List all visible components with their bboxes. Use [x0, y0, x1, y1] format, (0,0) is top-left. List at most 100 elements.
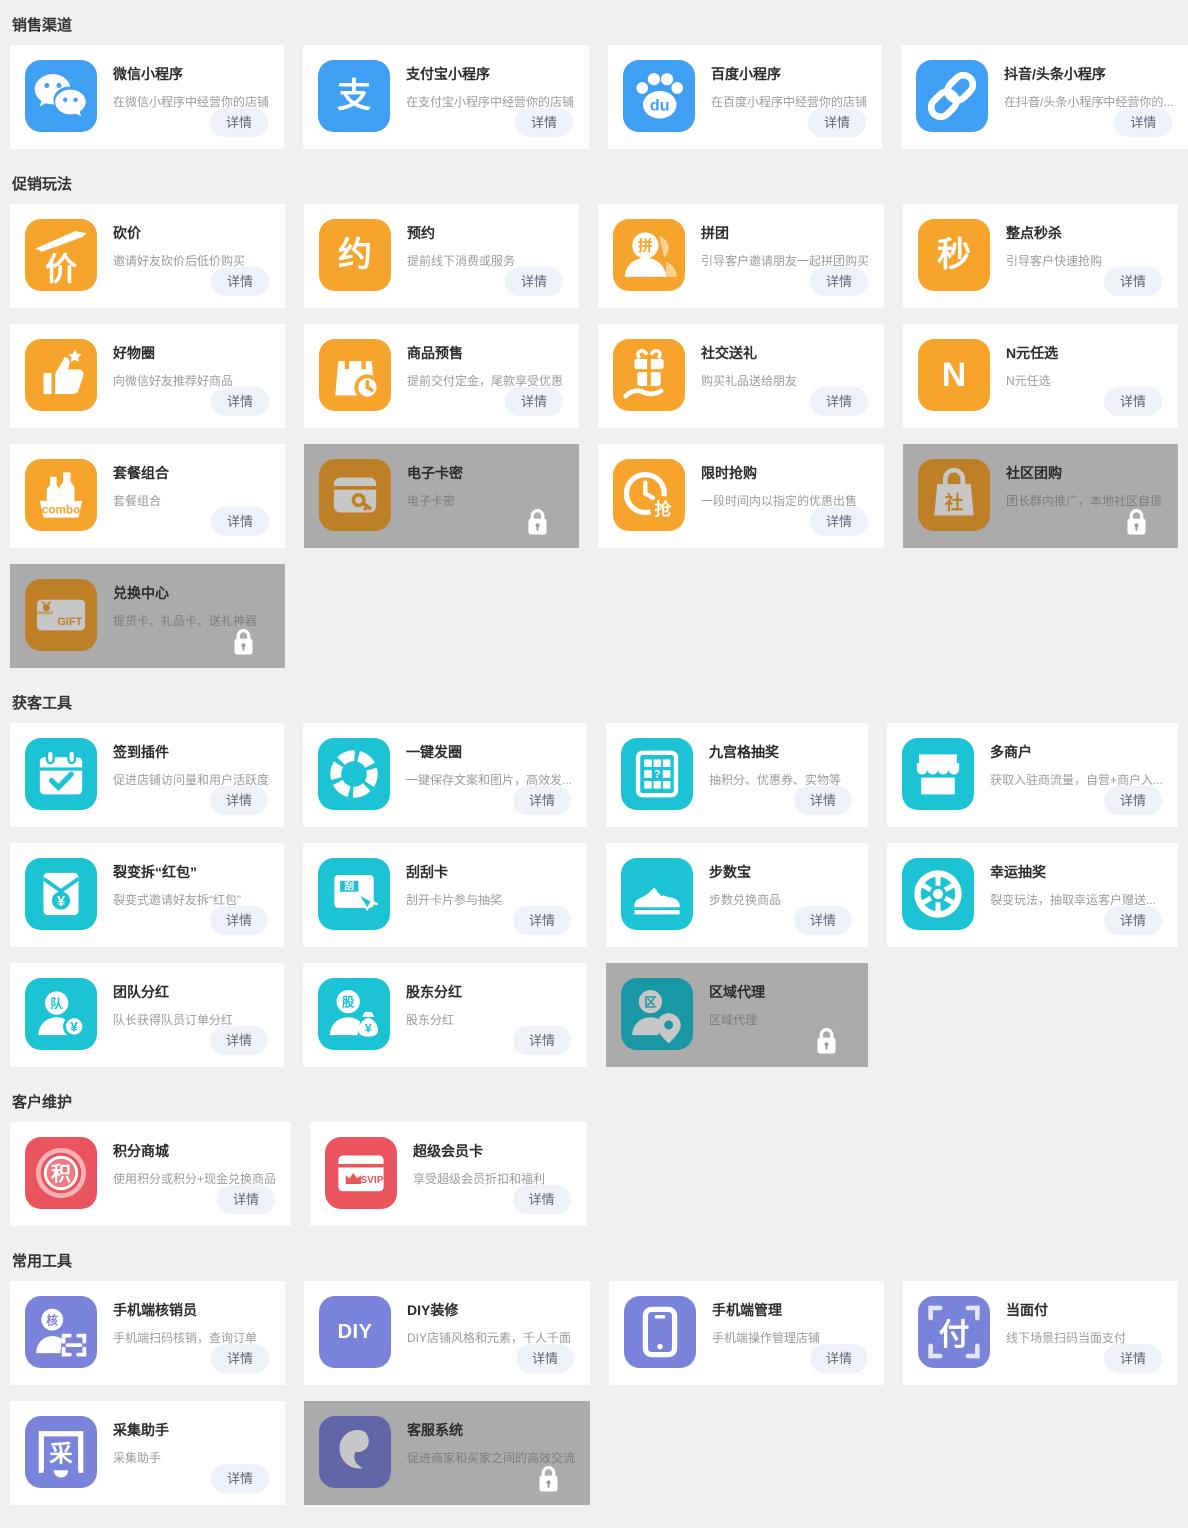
- details-button[interactable]: 详情: [793, 786, 852, 815]
- app-card[interactable]: 股 ¥ 股东分红 股东分红 详情: [303, 963, 588, 1067]
- details-button[interactable]: 详情: [210, 267, 269, 296]
- app-card[interactable]: 支 支付宝小程序 在支付宝小程序中经营你的店铺 详情: [303, 45, 590, 149]
- app-card[interactable]: 抖音/头条小程序 在抖音/头条小程序中经营你的... 详情: [901, 45, 1188, 149]
- app-card[interactable]: 约 预约 提前线下消费或服务 详情: [303, 204, 579, 308]
- details-button[interactable]: 详情: [210, 387, 269, 416]
- details-button[interactable]: 详情: [210, 786, 269, 815]
- details-button[interactable]: 详情: [504, 387, 563, 416]
- app-card[interactable]: 手机端管理 手机端操作管理店铺 详情: [609, 1281, 884, 1385]
- app-card[interactable]: 核 手机端核销员 手机端扫码核销，查询订单 详情: [10, 1281, 285, 1385]
- details-button[interactable]: 详情: [515, 1344, 574, 1373]
- app-card[interactable]: 秒 整点秒杀 引导客户快速抢购 详情: [903, 204, 1178, 308]
- app-card[interactable]: 付 当面付 线下场景扫码当面支付 详情: [903, 1281, 1178, 1385]
- details-button[interactable]: 详情: [1103, 906, 1162, 935]
- app-card[interactable]: 社 社区团购 团长群内推广，本地社区自提: [903, 444, 1178, 548]
- app-card[interactable]: 社交送礼 购买礼品送给朋友 详情: [597, 324, 884, 428]
- section-title: 促销玩法: [12, 176, 73, 193]
- app-card[interactable]: 微信小程序 在微信小程序中经营你的店铺 详情: [10, 45, 285, 149]
- svg-text:combo: combo: [42, 504, 80, 517]
- details-button[interactable]: 详情: [217, 1185, 276, 1214]
- agent-pin-icon: 区: [621, 978, 694, 1050]
- alipay-icon: 支: [318, 60, 391, 132]
- app-card[interactable]: 好物圈 向微信好友推荐好商品 详情: [10, 324, 285, 428]
- details-button[interactable]: 详情: [809, 507, 868, 536]
- app-card[interactable]: N N元任选 N元任选 详情: [903, 324, 1178, 428]
- details-button[interactable]: 详情: [1103, 267, 1162, 296]
- details-button[interactable]: 详情: [210, 1026, 269, 1055]
- app-card[interactable]: 步数宝 步数兑换商品 详情: [606, 843, 868, 947]
- app-card[interactable]: ? 九宫格抽奖 抽积分、优惠券、实物等 详情: [606, 723, 868, 827]
- details-button[interactable]: 详情: [1103, 387, 1162, 416]
- app-title: 股东分红: [406, 984, 463, 1000]
- section-title: 客户维护: [12, 1094, 73, 1111]
- facepay-icon: 付: [918, 1296, 990, 1368]
- app-card[interactable]: 商品预售 提前交付定金，尾款享受优惠 详情: [303, 324, 579, 428]
- app-card[interactable]: 拼 拼团 引导客户邀请朋友一起拼团购买 详情: [597, 204, 884, 308]
- app-card[interactable]: 采 采集助手 采集助手 详情: [10, 1401, 285, 1505]
- app-card[interactable]: 刮 刮刮卡 刮开卡片参与抽奖 详情: [303, 843, 588, 947]
- app-card[interactable]: combo 套餐组合 套餐组合 详情: [10, 444, 285, 548]
- details-button[interactable]: 详情: [809, 267, 868, 296]
- douyin-link-icon: [916, 60, 989, 132]
- icon-glyph: N: [941, 356, 967, 394]
- app-card[interactable]: DIY DIY装修 DIY店铺风格和元素，千人千面 详情: [303, 1281, 590, 1385]
- app-title: 社区团购: [1006, 465, 1062, 481]
- card-grid: 微信小程序 在微信小程序中经营你的店铺 详情 支 支付宝小程序 在支付宝小程序中…: [10, 45, 1188, 149]
- details-button[interactable]: 详情: [210, 108, 269, 137]
- section: 客户维护 积 积分商城 使用积分或积分+现金兑换商品 详情 SVIP 超级会员卡…: [10, 1091, 1178, 1226]
- app-title: 套餐组合: [113, 465, 169, 481]
- app-card[interactable]: 客服系统 促进商家和买家之间的高效交流: [303, 1401, 590, 1505]
- storefront-icon: [901, 738, 974, 810]
- details-button[interactable]: 详情: [513, 1026, 572, 1055]
- card-key-icon: [318, 459, 391, 531]
- details-button[interactable]: 详情: [504, 267, 563, 296]
- app-card[interactable]: 签到插件 促进店铺访问量和用户活跃度 详情: [10, 723, 285, 827]
- details-button[interactable]: 详情: [809, 387, 868, 416]
- details-button[interactable]: 详情: [515, 108, 574, 137]
- details-button[interactable]: 详情: [809, 1344, 868, 1373]
- app-card[interactable]: 幸运抽奖 裂变玩法，抽取幸运客户赠送... 详情: [886, 843, 1178, 947]
- app-title: 步数宝: [709, 864, 752, 880]
- details-button[interactable]: 详情: [210, 507, 269, 536]
- svg-text:价: 价: [45, 251, 78, 287]
- app-card[interactable]: 价 砍价 邀请好友砍价后低价购买 详情: [10, 204, 285, 308]
- svg-text:股: 股: [342, 995, 355, 1010]
- app-card[interactable]: 电子卡密 电子卡密: [303, 444, 579, 548]
- details-button[interactable]: 详情: [1114, 108, 1173, 137]
- details-button[interactable]: 详情: [793, 906, 852, 935]
- red-packet-icon: ¥: [25, 858, 97, 930]
- details-button[interactable]: 详情: [513, 906, 572, 935]
- app-title: 预约: [406, 225, 435, 241]
- svg-text:区: 区: [644, 996, 657, 1010]
- verifier-scan-icon: 核: [25, 1296, 97, 1368]
- details-button[interactable]: 详情: [1103, 1344, 1162, 1373]
- details-button[interactable]: 详情: [512, 1185, 571, 1214]
- details-button[interactable]: 详情: [1103, 786, 1162, 815]
- lock-icon: [1127, 509, 1146, 535]
- app-card[interactable]: 区 区域代理 区域代理: [606, 963, 868, 1067]
- app-card[interactable]: 抢 限时抢购 一段时间内以指定的优惠出售 详情: [597, 444, 884, 548]
- app-card[interactable]: 一键发圈 一键保存文案和图片，高效发... 详情: [303, 723, 588, 827]
- section-title: 获客工具: [12, 695, 73, 712]
- details-button[interactable]: 详情: [513, 786, 572, 815]
- details-button[interactable]: 详情: [210, 1464, 269, 1493]
- details-button[interactable]: 详情: [210, 906, 269, 935]
- diy-letters-icon: DIY: [318, 1296, 391, 1368]
- icon-glyph: 约: [337, 236, 372, 274]
- app-card[interactable]: 积 积分商城 使用积分或积分+现金兑换商品 详情: [10, 1122, 292, 1226]
- details-button[interactable]: 详情: [808, 108, 867, 137]
- app-title: 商品预售: [406, 345, 463, 361]
- app-card[interactable]: ¥ 裂变拆“红包” 裂变式邀请好友拆“红包” 详情: [10, 843, 285, 947]
- app-title: 社交送礼: [700, 345, 757, 361]
- app-card[interactable]: SVIP 超级会员卡 享受超级会员折扣和福利 详情: [310, 1122, 587, 1226]
- details-button[interactable]: 详情: [210, 1344, 269, 1373]
- app-card[interactable]: 多商户 获取入驻商流量，自营+商户入... 详情: [886, 723, 1178, 827]
- app-title: 拼团: [700, 225, 729, 241]
- app-card[interactable]: 队 ¥ 团队分红 队长获得队员订单分红 详情: [10, 963, 285, 1067]
- app-title: 裂变拆“红包”: [113, 864, 197, 880]
- app-card[interactable]: du 百度小程序 在百度小程序中经营你的店铺 详情: [608, 45, 883, 149]
- section-title: 常用工具: [12, 1253, 73, 1270]
- svg-text:¥: ¥: [365, 1021, 372, 1035]
- app-card[interactable]: GIFT 兑换中心 提货卡、礼品卡、送礼神器: [10, 564, 285, 668]
- icon-glyph: 支: [337, 77, 372, 115]
